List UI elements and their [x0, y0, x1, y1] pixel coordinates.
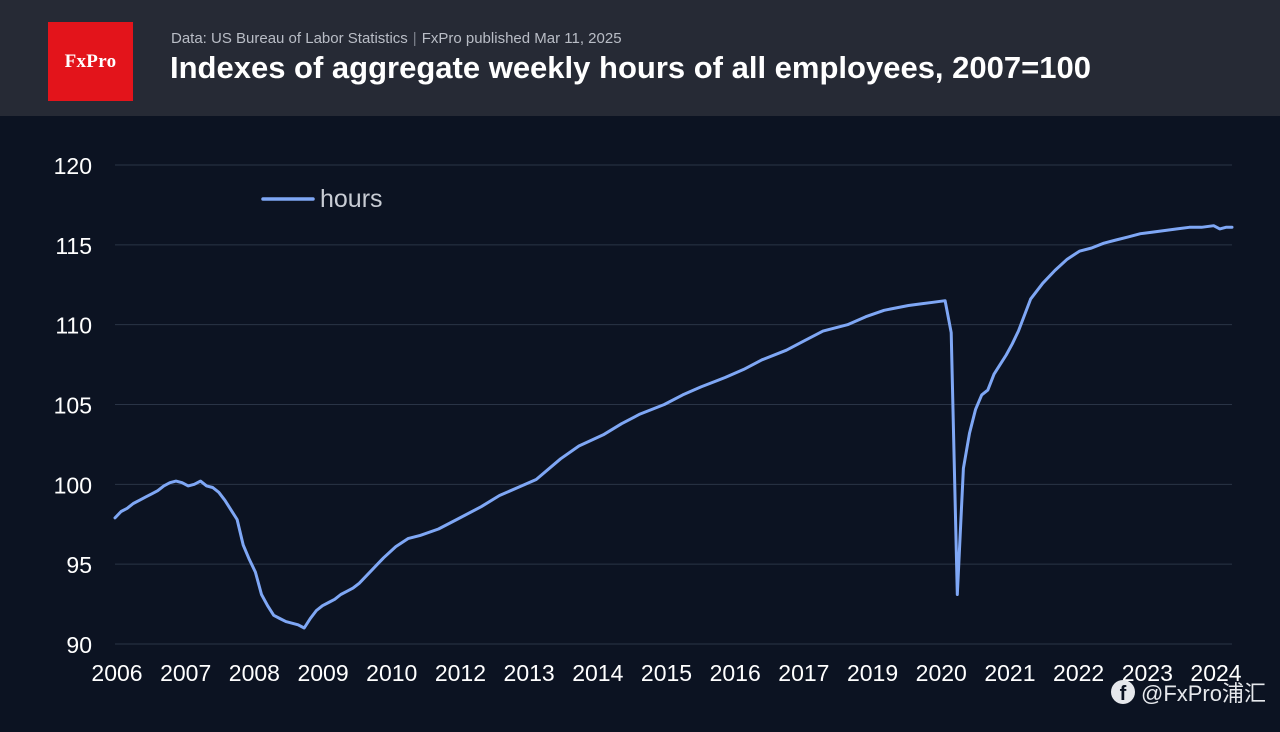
x-tick-label: 2016: [710, 660, 761, 686]
y-tick-label: 95: [66, 552, 92, 578]
legend-label: hours: [320, 185, 383, 213]
x-axis-ticks: 2006 2007 2008 2009 2010 2012 2013 2014 2015 2016…: [91, 660, 1241, 686]
chart-title: Indexes of aggregate weekly hours of all…: [170, 50, 1091, 85]
y-tick-label: 100: [54, 472, 92, 498]
x-tick-label: 2015: [641, 660, 692, 686]
series-layer: [113, 224, 1234, 630]
data-source: Data: US Bureau of Labor Statistics: [171, 30, 408, 47]
x-tick-label: 2021: [984, 660, 1035, 686]
y-axis-ticks: 90 95 100 105 110 115 120: [54, 153, 92, 658]
y-tick-label: 115: [55, 233, 92, 259]
logo-text: FxPro: [64, 50, 117, 72]
source-line: Data: US Bureau of Labor Statistics | FxPr…: [171, 30, 622, 47]
x-tick-label: 2019: [847, 660, 898, 686]
fxpro-logo: FxPro: [48, 22, 133, 101]
x-tick-label: 2006: [91, 660, 142, 686]
series-line-hours: [113, 224, 1234, 630]
x-tick-label: 2013: [504, 660, 555, 686]
watermark: f @FxPro浦汇: [1110, 676, 1266, 708]
y-tick-label: 105: [54, 393, 92, 419]
separator: |: [412, 30, 417, 47]
x-tick-label: 2012: [435, 660, 486, 686]
watermark-text: @FxPro浦汇: [1140, 681, 1266, 706]
line-chart: 90 95 100 105 110 115 120 2006 2007 2008 2009 2010…: [54, 153, 1242, 686]
facebook-icon: f: [1110, 680, 1135, 704]
header-bar: FxPro Data: US Bureau of Labor Statistic…: [0, 0, 1280, 116]
grid-lines: [115, 164, 1232, 645]
x-tick-label: 2007: [160, 660, 211, 686]
x-tick-label: 2008: [229, 660, 280, 686]
x-tick-label: 2022: [1053, 660, 1104, 686]
x-tick-label: 2010: [366, 660, 417, 686]
legend: hours: [261, 185, 383, 213]
x-tick-label: 2024: [1190, 660, 1241, 686]
x-tick-label: 2017: [778, 660, 829, 686]
published-date: FxPro published Mar 11, 2025: [421, 30, 622, 47]
x-tick-label: 2020: [916, 660, 967, 686]
x-tick-label: 2014: [572, 660, 623, 686]
y-tick-label: 120: [54, 153, 92, 179]
x-tick-label: 2009: [297, 660, 348, 686]
y-tick-label: 110: [55, 313, 92, 339]
y-tick-label: 90: [66, 632, 92, 658]
